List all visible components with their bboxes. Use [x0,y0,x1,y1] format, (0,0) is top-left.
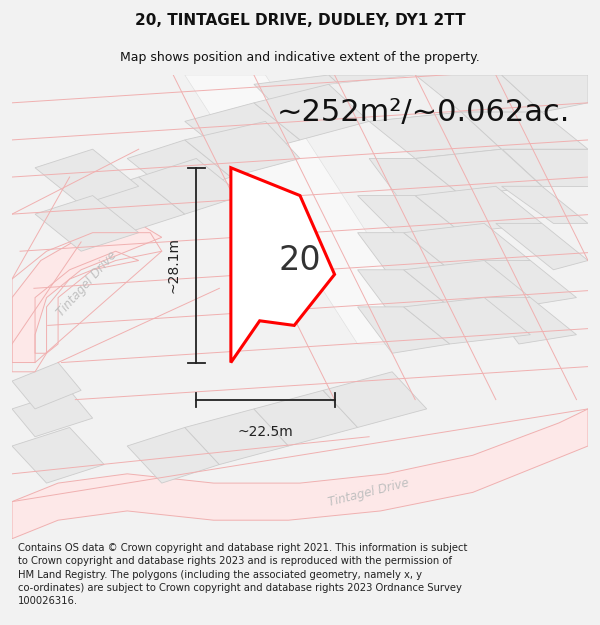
Polygon shape [404,298,530,344]
Polygon shape [35,149,139,205]
Polygon shape [12,409,588,539]
Polygon shape [404,261,530,307]
Text: ~22.5m: ~22.5m [238,425,293,439]
Polygon shape [127,140,231,196]
Polygon shape [415,149,542,196]
Polygon shape [12,428,104,483]
Polygon shape [404,223,530,270]
Polygon shape [502,75,588,112]
Polygon shape [415,75,542,112]
Text: Map shows position and indicative extent of the property.: Map shows position and indicative extent… [120,51,480,64]
Polygon shape [12,362,81,409]
Polygon shape [185,75,438,344]
Polygon shape [231,168,335,362]
Polygon shape [502,186,588,223]
Polygon shape [329,75,461,112]
Polygon shape [12,223,162,362]
Text: Tintagel Drive: Tintagel Drive [55,249,119,319]
Polygon shape [461,112,588,149]
Text: ~28.1m: ~28.1m [166,237,180,293]
Polygon shape [358,307,450,353]
Polygon shape [254,75,369,131]
Text: Contains OS data © Crown copyright and database right 2021. This information is : Contains OS data © Crown copyright and d… [18,543,467,606]
Polygon shape [139,159,242,214]
Polygon shape [415,186,542,232]
Polygon shape [358,232,450,279]
Polygon shape [185,121,300,177]
Polygon shape [358,196,461,242]
Polygon shape [484,261,577,307]
Polygon shape [12,391,92,437]
Polygon shape [502,149,588,186]
Polygon shape [484,298,577,344]
Polygon shape [369,112,502,159]
Polygon shape [329,75,461,121]
Polygon shape [254,84,369,140]
Polygon shape [358,270,450,316]
Polygon shape [369,159,461,205]
Text: 20: 20 [278,244,322,277]
Text: Tintagel Drive: Tintagel Drive [328,476,411,509]
Text: ~252m²/~0.062ac.: ~252m²/~0.062ac. [277,98,571,127]
Polygon shape [127,428,220,483]
Polygon shape [185,409,289,464]
Polygon shape [35,196,139,251]
Polygon shape [185,103,300,159]
Polygon shape [254,391,358,446]
Text: 20, TINTAGEL DRIVE, DUDLEY, DY1 2TT: 20, TINTAGEL DRIVE, DUDLEY, DY1 2TT [134,13,466,28]
Polygon shape [496,223,588,270]
Polygon shape [323,372,427,428]
Polygon shape [81,177,185,232]
